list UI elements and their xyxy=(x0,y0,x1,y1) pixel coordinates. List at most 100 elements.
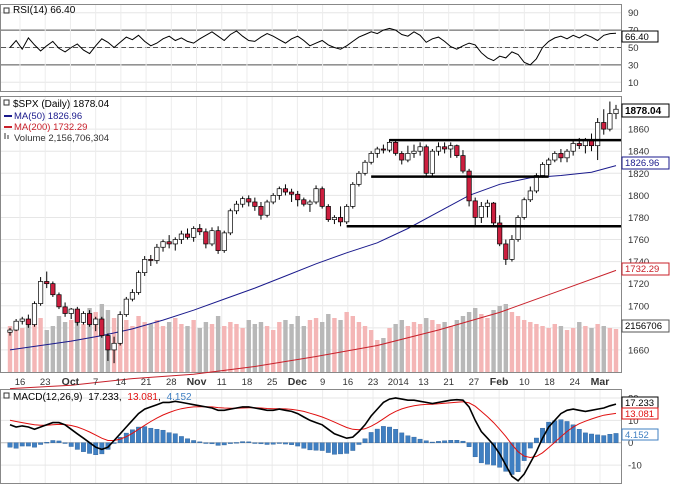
macd-value-tag-text: 17.233 xyxy=(625,398,654,409)
price-candle xyxy=(423,144,429,176)
volume-bar xyxy=(381,338,386,372)
candle-body xyxy=(442,146,448,150)
macd-histogram-bar xyxy=(607,434,613,443)
macd-histogram-bar xyxy=(589,433,594,443)
volume-bar xyxy=(454,320,460,372)
macd-histogram-bar xyxy=(252,442,258,444)
volume-bar xyxy=(417,324,423,372)
price-candle xyxy=(393,140,399,156)
macd-histogram-bar xyxy=(338,442,343,455)
volume-bar xyxy=(442,322,447,372)
volume-bar xyxy=(491,310,496,372)
macd-histogram-bar xyxy=(307,442,313,451)
price-candle xyxy=(356,171,362,187)
macd-histogram-bar xyxy=(172,433,178,443)
volume-bar xyxy=(356,322,362,372)
price-candle xyxy=(607,101,613,132)
volume-bar xyxy=(246,320,251,372)
price-candle xyxy=(184,228,191,240)
price-candle xyxy=(331,215,337,225)
macd-histogram-bar xyxy=(258,442,264,445)
macd-histogram-bar xyxy=(166,432,172,443)
candle-body xyxy=(160,241,166,248)
candle-body xyxy=(472,200,478,218)
candle-body xyxy=(111,342,117,351)
candle-body xyxy=(319,188,325,207)
price-candle xyxy=(13,319,19,332)
rsi-tick-label: 50 xyxy=(628,43,639,54)
x-tick-label: Feb xyxy=(490,376,509,388)
x-tick-label: Mar xyxy=(591,376,610,388)
macd-histogram-bar xyxy=(613,433,619,443)
volume-bar xyxy=(252,324,258,372)
volume-bar xyxy=(179,324,184,372)
x-tick-label: 28 xyxy=(166,377,177,388)
macd-histogram-bar xyxy=(276,442,282,444)
volume-bar xyxy=(87,308,92,372)
macd-histogram-bar xyxy=(301,442,307,449)
macd-legend-name: MACD(12,26,9) xyxy=(13,392,82,403)
candle-body xyxy=(509,239,515,260)
macd-histogram-bar xyxy=(582,432,588,443)
price-candle xyxy=(601,109,607,135)
volume-bar xyxy=(234,324,239,372)
volume-bar xyxy=(485,318,490,372)
volume-bar xyxy=(154,320,160,372)
volume-bar xyxy=(509,312,515,372)
volume-bar xyxy=(191,320,196,372)
volume-bar xyxy=(160,326,166,372)
rsi-tick-label: 90 xyxy=(628,8,639,19)
rsi-series-line xyxy=(9,27,617,66)
price-tick-label: 1660 xyxy=(628,345,649,356)
candle-body xyxy=(123,298,129,315)
macd-histogram-bar xyxy=(62,442,68,444)
signal-series-line xyxy=(9,401,617,459)
candle-body xyxy=(19,318,25,322)
macd-histogram-bar xyxy=(56,440,62,443)
volume-bar xyxy=(460,316,466,372)
candle-body xyxy=(50,283,56,296)
price-candle xyxy=(295,190,301,207)
price-title: $SPX (Daily) 1878.04 xyxy=(13,99,110,110)
rsi-line xyxy=(9,27,617,66)
volume-bar xyxy=(301,326,307,372)
volume-bar xyxy=(124,320,129,372)
candle-body xyxy=(429,150,435,174)
candle-body xyxy=(478,206,484,218)
volume-bar xyxy=(368,330,374,372)
candle-body xyxy=(282,188,289,193)
candle-body xyxy=(13,320,19,331)
candle-body xyxy=(344,206,350,223)
candle-body xyxy=(356,172,362,185)
macd-histogram-bar xyxy=(136,426,141,443)
candle-body xyxy=(62,306,68,314)
macd-tick-label: 0 xyxy=(628,438,633,449)
x-tick-label: Dec xyxy=(288,376,307,388)
price-candle xyxy=(246,195,252,207)
price-candle xyxy=(313,185,319,205)
price-tick-label: 1720 xyxy=(628,279,649,290)
price-candle xyxy=(172,237,178,251)
x-tick-label: 27 xyxy=(469,377,480,388)
price-candle xyxy=(289,188,295,202)
price-candle xyxy=(111,336,117,364)
volume-bar xyxy=(613,329,619,372)
hist-legend-value: 4.152 xyxy=(167,392,192,403)
volume-bar xyxy=(289,324,294,372)
candle-body xyxy=(380,148,386,151)
macd-histogram-bar xyxy=(123,432,129,443)
candle-body xyxy=(105,335,111,351)
macd-histogram-bar xyxy=(460,440,466,443)
candle-body xyxy=(337,217,344,223)
volume-bar xyxy=(222,326,227,372)
candle-body xyxy=(307,201,313,205)
volume-bar xyxy=(307,320,313,372)
volume-bar xyxy=(497,306,502,372)
macd-histogram-bar xyxy=(148,427,154,443)
macd-histogram-bar xyxy=(515,442,521,473)
volume-bar xyxy=(197,328,202,372)
macd-histogram-bar xyxy=(68,442,74,447)
volume-bar xyxy=(473,308,478,372)
candle-body xyxy=(295,193,301,201)
